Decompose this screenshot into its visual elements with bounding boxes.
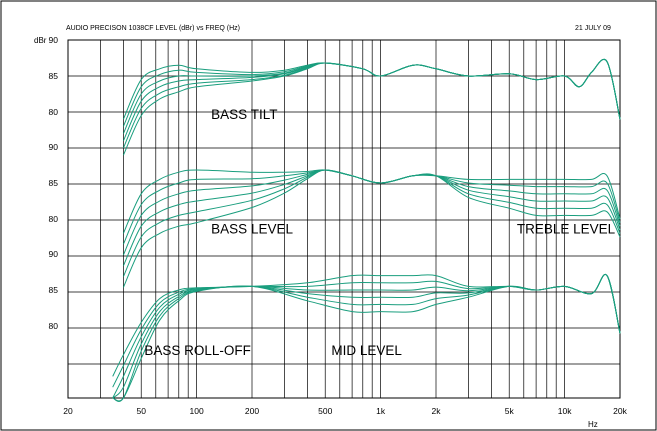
response-curve bbox=[112, 273, 621, 402]
response-curve bbox=[122, 58, 621, 134]
chart-date: 21 JULY 09 bbox=[575, 25, 611, 32]
y-tick-label: 90 bbox=[49, 142, 59, 152]
response-curve bbox=[122, 169, 621, 256]
x-tick-label: 50 bbox=[136, 406, 146, 416]
curve-annotation: TREBLE LEVEL bbox=[517, 221, 616, 236]
x-tick-label: 20 bbox=[63, 406, 73, 416]
chart-labels: 20 50 100 200 500 1k 2k 5k 10k 20k 90 85 80 90 85 80 90 8… bbox=[49, 35, 628, 416]
y-tick-label: 85 bbox=[49, 71, 59, 81]
x-tick-label: 1k bbox=[376, 406, 386, 416]
curve-annotation: BASS ROLL-OFF bbox=[144, 343, 251, 358]
response-curve bbox=[122, 58, 621, 120]
y-tick-label: 90 bbox=[49, 35, 59, 45]
curve-annotation: BASS TILT bbox=[211, 107, 277, 122]
chart-curves bbox=[112, 58, 621, 402]
y-tick-label: 85 bbox=[49, 285, 59, 295]
curve-annotation: MID LEVEL bbox=[331, 343, 402, 358]
response-curve bbox=[122, 58, 621, 142]
chart-grid bbox=[67, 39, 621, 399]
x-tick-label: 10k bbox=[558, 406, 572, 416]
x-axis-label: Hz bbox=[588, 420, 598, 429]
x-tick-label: 200 bbox=[245, 406, 259, 416]
response-curve bbox=[122, 169, 621, 288]
y-tick-label: 80 bbox=[49, 107, 59, 117]
x-tick-label: 500 bbox=[318, 406, 332, 416]
x-tick-label: 20k bbox=[613, 406, 627, 416]
x-tick-label: 5k bbox=[505, 406, 515, 416]
x-tick-label: 2k bbox=[432, 406, 442, 416]
y-tick-label: 80 bbox=[49, 321, 59, 331]
y-tick-label: 90 bbox=[49, 249, 59, 259]
chart-title: AUDIO PRECISON 1038CF LEVEL (dBr) vs FRE… bbox=[66, 25, 240, 32]
response-curve bbox=[122, 58, 621, 156]
response-curve bbox=[122, 169, 621, 267]
curve-annotation: BASS LEVEL bbox=[211, 221, 293, 236]
y-tick-label: 85 bbox=[49, 178, 59, 188]
x-tick-label: 100 bbox=[190, 406, 204, 416]
y-tick-label: 80 bbox=[49, 214, 59, 224]
y-axis-label: dBr bbox=[34, 36, 47, 45]
